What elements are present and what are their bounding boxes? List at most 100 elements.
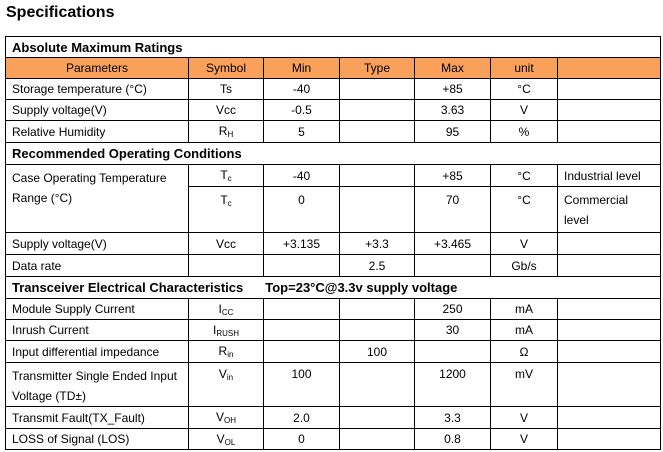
row: LOSS of Signal (LOS) VOL 0 0.8 V [5, 428, 662, 450]
section-heading: Transceiver Electrical Characteristics To… [4, 276, 662, 299]
note [556, 298, 662, 320]
typ [339, 78, 415, 100]
unit: V [490, 232, 558, 255]
unit: Gb/s [490, 254, 558, 277]
max: 3.3 [414, 406, 491, 429]
row: Transmit Fault(TX_Fault) VOH 2.0 3.3 V [5, 406, 662, 429]
symbol: Tc [188, 164, 264, 187]
typ [339, 99, 415, 121]
column-header [556, 57, 662, 79]
unit: Ω [490, 340, 558, 363]
row: Input differential impedance Rin 100 Ω [5, 340, 662, 363]
symbol: Rin [188, 340, 264, 363]
parameter: Input differential impedance [5, 340, 189, 363]
parameter: Data rate [5, 254, 189, 277]
symbol-sub: c [227, 174, 232, 183]
page-title: Specifications [6, 4, 115, 21]
min: 0 [263, 428, 340, 450]
min: -40 [263, 164, 340, 187]
typ [339, 120, 415, 143]
column-header: unit [490, 57, 558, 79]
symbol [188, 254, 264, 277]
symbol-main: R [218, 344, 228, 358]
typ [339, 164, 415, 187]
parameter: Transmitter Single Ended Input Voltage (… [5, 362, 189, 407]
max [414, 254, 491, 277]
symbol-sub: OL [224, 437, 236, 447]
row: Case Operating Temperature Range (°C) Tc… [5, 164, 662, 233]
unit: mA [490, 319, 558, 341]
typ [339, 406, 415, 429]
typ [339, 186, 415, 233]
parameter: Relative Humidity [5, 120, 189, 143]
min [263, 254, 340, 277]
symbol-main: V [215, 410, 224, 424]
parameter: Supply voltage(V) [5, 99, 189, 121]
note [556, 232, 662, 255]
symbol-sub: in [226, 373, 234, 382]
max: 0.8 [414, 428, 491, 450]
note [556, 340, 662, 363]
unit: °C [490, 78, 558, 100]
max: 70 [414, 186, 491, 233]
row: Inrush Current IRUSH 30 mA [5, 319, 662, 341]
max [414, 340, 491, 363]
min: -0.5 [263, 99, 340, 121]
symbol-main: I [218, 301, 222, 316]
spec-table: Absolute Maximum Ratings Parameters Symb… [4, 36, 662, 450]
column-header: Symbol [188, 57, 264, 79]
symbol-sub: CC [221, 307, 234, 317]
row: Module Supply Current ICC 250 mA [5, 298, 662, 320]
section-row: Transceiver Electrical Characteristics To… [4, 276, 662, 299]
typ: +3.3 [339, 232, 415, 255]
column-header: Type [339, 57, 415, 79]
max: 250 [414, 298, 491, 320]
max: +85 [414, 78, 491, 100]
note [556, 428, 662, 450]
symbol: VOL [188, 428, 264, 450]
symbol: IRUSH [188, 319, 264, 341]
parameter: Inrush Current [5, 319, 189, 341]
note: Commercial level [556, 186, 662, 233]
symbol: Vcc [188, 232, 264, 255]
column-header: Parameters [5, 57, 189, 79]
max: 30 [414, 319, 491, 341]
row: Data rate 2.5 Gb/s [5, 254, 662, 277]
symbol-sub: OH [224, 416, 236, 425]
parameter: Case Operating Temperature Range (°C) [5, 164, 189, 233]
symbol-sub: c [227, 199, 232, 208]
max: 3.63 [414, 99, 491, 121]
header-row: Parameters Symbol Min Type Max unit [5, 57, 662, 79]
min [263, 340, 340, 363]
typ [339, 298, 415, 320]
column-header: Max [414, 57, 491, 79]
symbol-sub: in [227, 350, 234, 359]
min: 100 [263, 362, 340, 407]
parameter: Supply voltage(V) [5, 232, 189, 255]
note [556, 254, 662, 277]
typ [339, 362, 415, 407]
min: 2.0 [263, 406, 340, 429]
symbol-main: T [220, 168, 228, 182]
symbol: Tc [188, 186, 264, 233]
symbol: VOH [188, 406, 264, 429]
row: Supply voltage(V) Vcc +3.135 +3.3 +3.465… [5, 232, 662, 255]
typ [339, 319, 415, 341]
unit: mA [490, 298, 558, 320]
unit: V [490, 406, 558, 429]
min: 5 [263, 120, 340, 143]
typ: 100 [339, 340, 415, 363]
unit: V [490, 99, 558, 121]
section-row: Absolute Maximum Ratings [4, 36, 662, 58]
note [556, 78, 662, 100]
typ: 2.5 [339, 254, 415, 277]
note [556, 99, 662, 121]
unit: V [490, 428, 558, 450]
symbol-main: V [216, 431, 225, 446]
symbol-main: R [218, 124, 228, 138]
unit: % [490, 120, 558, 143]
max: 1200 [414, 362, 491, 407]
symbol: Ts [188, 78, 264, 100]
typ [339, 428, 415, 450]
